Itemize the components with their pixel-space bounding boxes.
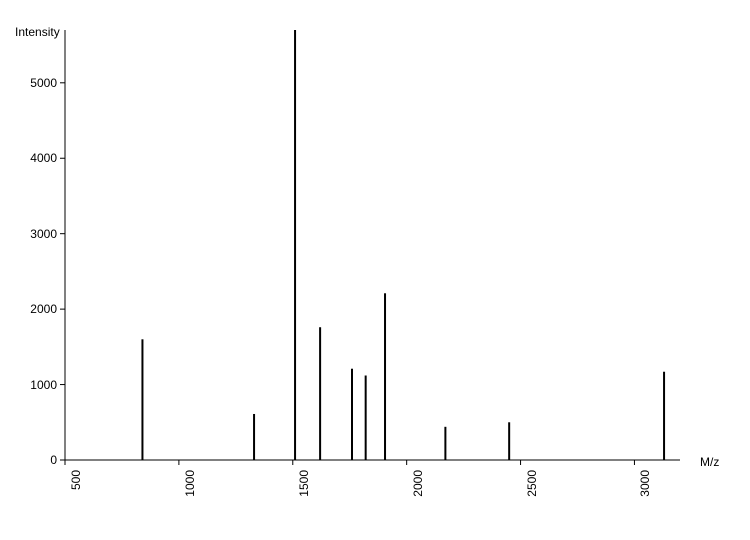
- x-tick-label: 2500: [525, 470, 539, 510]
- spectrum-peak: [351, 369, 353, 460]
- x-tick-label: 2000: [411, 470, 425, 510]
- x-tick-label: 500: [69, 470, 83, 510]
- x-tick-label: 1000: [183, 470, 197, 510]
- y-tick-label: 0: [17, 453, 57, 467]
- spectrum-peak: [384, 293, 386, 460]
- y-tick-label: 2000: [17, 302, 57, 316]
- y-tick-label: 3000: [17, 227, 57, 241]
- spectrum-peak: [294, 30, 296, 460]
- spectrum-peak: [663, 372, 665, 460]
- spectrum-peak: [508, 422, 510, 460]
- mass-spectrum-chart: Intensity M/z 01000200030004000500050010…: [0, 0, 750, 540]
- spectrum-peak: [141, 339, 143, 460]
- x-tick-label: 1500: [297, 470, 311, 510]
- y-tick-label: 1000: [17, 378, 57, 392]
- spectrum-peak: [365, 376, 367, 460]
- spectrum-peak: [253, 414, 255, 460]
- spectrum-peak: [444, 427, 446, 460]
- x-tick-label: 3000: [638, 470, 652, 510]
- y-tick-label: 4000: [17, 151, 57, 165]
- y-tick-label: 5000: [17, 76, 57, 90]
- plot-svg: [0, 0, 750, 540]
- spectrum-peak: [319, 327, 321, 460]
